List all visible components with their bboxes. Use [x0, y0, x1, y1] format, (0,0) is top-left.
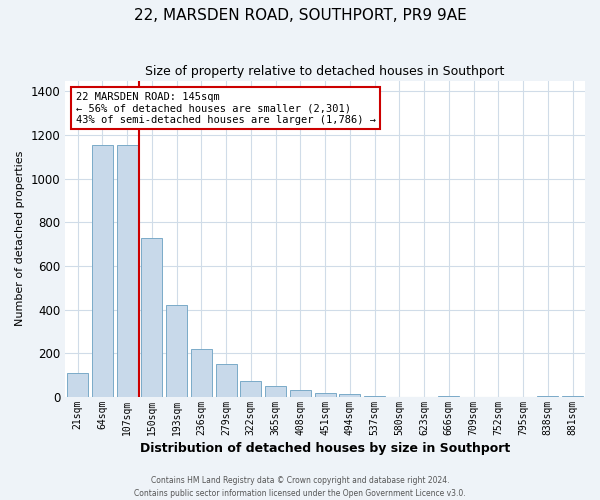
- Bar: [191, 349, 212, 397]
- Bar: [364, 396, 385, 397]
- Bar: [241, 380, 262, 397]
- Bar: [141, 238, 163, 397]
- X-axis label: Distribution of detached houses by size in Southport: Distribution of detached houses by size …: [140, 442, 510, 455]
- Text: 22, MARSDEN ROAD, SOUTHPORT, PR9 9AE: 22, MARSDEN ROAD, SOUTHPORT, PR9 9AE: [134, 8, 466, 22]
- Bar: [265, 386, 286, 397]
- Bar: [215, 364, 236, 397]
- Bar: [92, 145, 113, 397]
- Bar: [562, 396, 583, 397]
- Y-axis label: Number of detached properties: Number of detached properties: [15, 151, 25, 326]
- Bar: [538, 396, 559, 397]
- Bar: [290, 390, 311, 397]
- Bar: [166, 306, 187, 397]
- Bar: [116, 145, 137, 397]
- Title: Size of property relative to detached houses in Southport: Size of property relative to detached ho…: [145, 65, 505, 78]
- Bar: [67, 373, 88, 397]
- Text: Contains HM Land Registry data © Crown copyright and database right 2024.
Contai: Contains HM Land Registry data © Crown c…: [134, 476, 466, 498]
- Bar: [340, 394, 361, 397]
- Bar: [314, 392, 335, 397]
- Bar: [439, 396, 460, 397]
- Text: 22 MARSDEN ROAD: 145sqm
← 56% of detached houses are smaller (2,301)
43% of semi: 22 MARSDEN ROAD: 145sqm ← 56% of detache…: [76, 92, 376, 125]
